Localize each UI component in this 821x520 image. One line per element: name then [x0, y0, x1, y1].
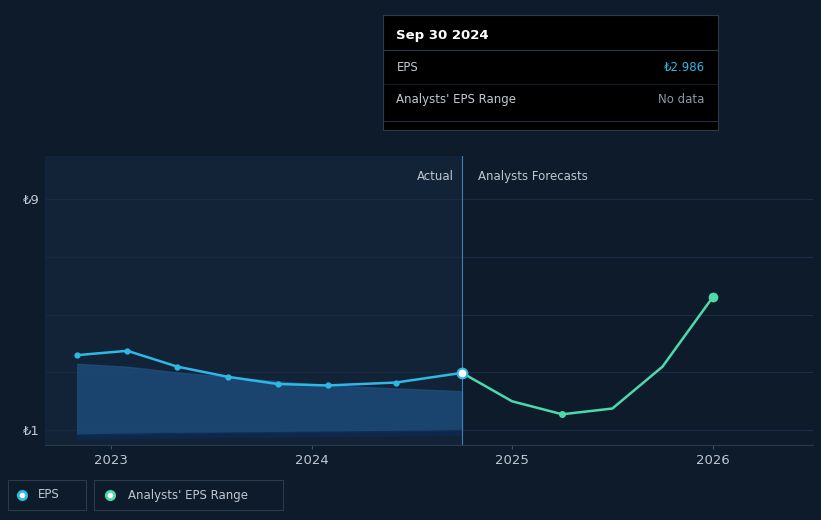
- Text: EPS: EPS: [397, 61, 418, 74]
- Text: Analysts Forecasts: Analysts Forecasts: [478, 171, 588, 184]
- Text: Analysts' EPS Range: Analysts' EPS Range: [128, 488, 249, 501]
- Text: Analysts' EPS Range: Analysts' EPS Range: [397, 93, 516, 106]
- Text: Actual: Actual: [417, 171, 454, 184]
- Text: EPS: EPS: [38, 488, 60, 501]
- Text: ₺2.986: ₺2.986: [663, 61, 704, 74]
- Text: No data: No data: [658, 93, 704, 106]
- Text: Sep 30 2024: Sep 30 2024: [397, 29, 489, 42]
- Bar: [45, 156, 462, 445]
